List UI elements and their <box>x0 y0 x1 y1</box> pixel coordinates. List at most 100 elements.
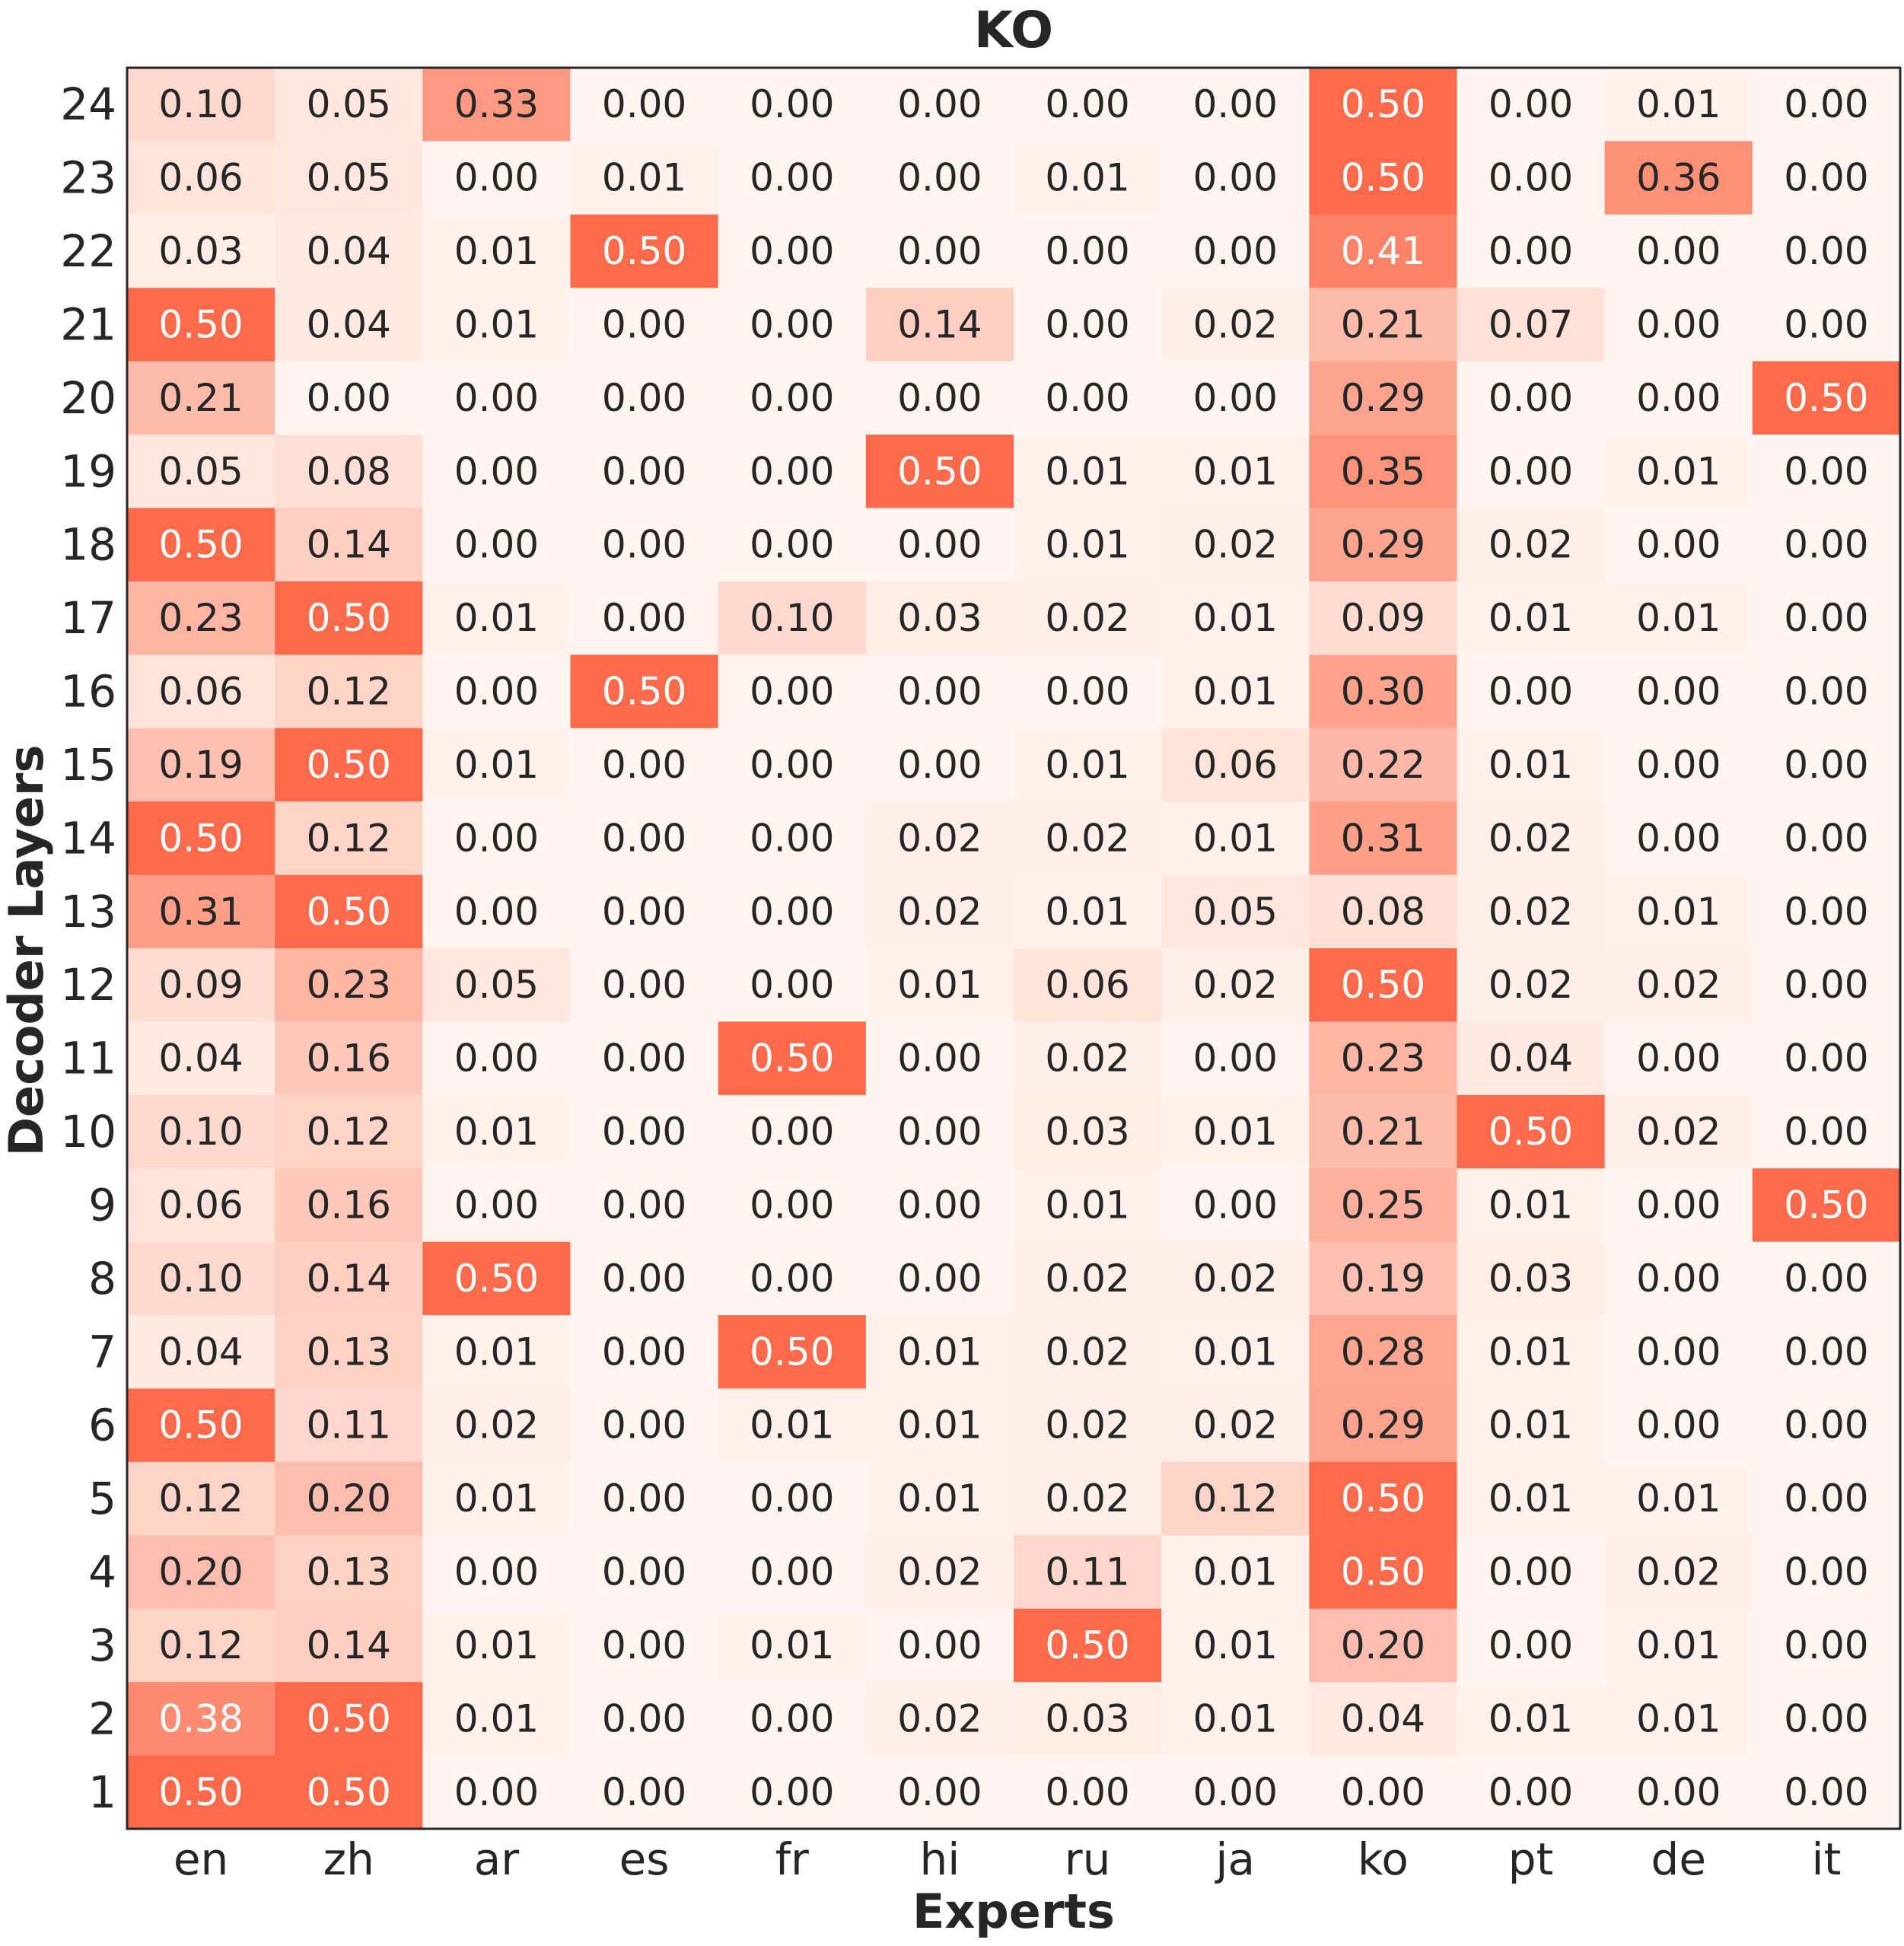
heatmap-cell <box>422 1388 572 1463</box>
y-tick-label: 22 <box>60 225 116 277</box>
cell-value-label: 0.20 <box>307 1476 391 1521</box>
cell-value-label: 0.50 <box>158 1770 243 1814</box>
heatmap-cell <box>275 361 423 435</box>
cell-value-label: 0.01 <box>1636 890 1721 934</box>
heatmap-cell <box>275 68 423 142</box>
heatmap-cell <box>127 508 275 582</box>
cell-value-label: 0.50 <box>158 1403 243 1448</box>
cell-value-label: 0.03 <box>897 596 982 640</box>
heatmap-cell <box>1457 508 1606 582</box>
heatmap-cell <box>422 361 572 435</box>
heatmap-cell <box>718 361 867 435</box>
cell-value-label: 0.13 <box>307 1550 391 1594</box>
y-tick-label: 3 <box>88 1620 116 1671</box>
heatmap-cell <box>1014 1021 1162 1096</box>
heatmap-cell <box>275 508 423 582</box>
cell-value-label: 0.00 <box>1045 670 1129 714</box>
cell-value-label: 0.00 <box>1488 449 1573 493</box>
heatmap-cell <box>718 655 867 729</box>
cell-value-label: 0.01 <box>1193 1110 1278 1154</box>
cell-value-label: 0.01 <box>1488 743 1573 787</box>
heatmap-cell <box>865 508 1014 582</box>
cell-value-label: 0.00 <box>897 743 982 787</box>
heatmap-cell <box>127 1315 275 1390</box>
heatmap-cell <box>422 728 572 802</box>
heatmap-cell <box>1457 1608 1606 1683</box>
y-tick-label: 2 <box>88 1693 116 1744</box>
y-tick-label: 13 <box>60 886 116 938</box>
heatmap-cell <box>1752 581 1901 655</box>
heatmap-cell <box>865 288 1014 362</box>
cell-value-label: 0.00 <box>602 596 686 640</box>
heatmap-cell <box>1752 1608 1901 1683</box>
cell-value-label: 0.00 <box>897 1256 982 1301</box>
cell-value-label: 0.01 <box>1636 1476 1721 1521</box>
cell-value-label: 0.16 <box>307 1037 391 1081</box>
heatmap-cell <box>1752 655 1901 729</box>
cell-value-label: 0.14 <box>307 1256 391 1301</box>
cell-value-label: 0.00 <box>750 1550 834 1594</box>
cell-value-label: 0.01 <box>1636 1623 1721 1667</box>
cell-value-label: 0.00 <box>602 82 686 126</box>
cell-value-label: 0.23 <box>1341 1037 1425 1081</box>
cell-value-label: 0.50 <box>1341 82 1425 126</box>
heatmap-cell <box>1457 581 1606 655</box>
cell-value-label: 0.00 <box>1636 670 1721 714</box>
cell-value-label: 0.02 <box>1636 1110 1721 1154</box>
heatmap-cell <box>1457 1094 1606 1169</box>
heatmap-cell <box>570 1388 719 1463</box>
cell-value-label: 0.50 <box>1784 1183 1868 1227</box>
y-axis-label: Decoder Layers <box>0 745 54 1157</box>
heatmap-cell <box>865 1682 1014 1756</box>
heatmap-cell <box>422 581 572 655</box>
cell-value-label: 0.00 <box>897 1623 982 1667</box>
cell-value-label: 0.03 <box>1488 1256 1573 1301</box>
x-tick-label: ko <box>1358 1833 1409 1885</box>
heatmap-cell <box>1752 1535 1901 1610</box>
heatmap-cell <box>1309 361 1458 435</box>
cell-value-label: 0.01 <box>897 1330 982 1374</box>
heatmap-cell <box>1309 1682 1458 1756</box>
cell-value-label: 0.00 <box>602 302 686 346</box>
heatmap-cell <box>1014 581 1162 655</box>
heatmap-cell <box>422 1608 572 1683</box>
heatmap-cell <box>422 801 572 876</box>
heatmap-cell <box>1161 1388 1310 1463</box>
heatmap-cell <box>275 1241 423 1316</box>
cell-value-label: 0.21 <box>1341 1110 1425 1154</box>
cell-value-label: 0.01 <box>1193 816 1278 860</box>
heatmap-cell <box>570 508 719 582</box>
heatmap-cell <box>1604 435 1753 509</box>
x-tick-label: ar <box>474 1833 520 1885</box>
cell-value-label: 0.01 <box>1193 1696 1278 1741</box>
y-tick-label: 23 <box>60 152 116 204</box>
heatmap-cell <box>1309 655 1458 729</box>
cell-value-label: 0.12 <box>307 670 391 714</box>
heatmap-cell <box>865 435 1014 509</box>
cell-value-label: 0.01 <box>1488 1330 1573 1374</box>
y-tick-label: 1 <box>88 1766 116 1818</box>
heatmap-cell <box>1752 874 1901 949</box>
cell-value-label: 0.12 <box>158 1476 243 1521</box>
cell-value-label: 0.02 <box>897 890 982 934</box>
cell-value-label: 0.23 <box>158 596 243 640</box>
cell-value-label: 0.01 <box>1636 82 1721 126</box>
heatmap-cell <box>570 728 719 802</box>
heatmap-cell <box>570 1315 719 1390</box>
heatmap-cell <box>275 1682 423 1756</box>
cell-value-label: 0.00 <box>1193 1183 1278 1227</box>
heatmap-cell <box>422 1315 572 1390</box>
cell-value-label: 0.00 <box>602 1110 686 1154</box>
cell-value-label: 0.00 <box>454 890 539 934</box>
heatmap-cell <box>718 874 867 949</box>
cell-value-label: 0.00 <box>1784 1696 1868 1741</box>
cell-value-label: 0.01 <box>454 1476 539 1521</box>
cell-value-label: 0.00 <box>1636 523 1721 567</box>
heatmap-cell <box>1014 1755 1162 1830</box>
y-tick-label: 18 <box>60 519 116 571</box>
cell-value-label: 0.00 <box>1636 376 1721 420</box>
cell-value-label: 0.50 <box>158 816 243 860</box>
x-tick-label: hi <box>919 1833 960 1885</box>
heatmap-cell <box>1014 435 1162 509</box>
heatmap-cell <box>718 68 867 142</box>
